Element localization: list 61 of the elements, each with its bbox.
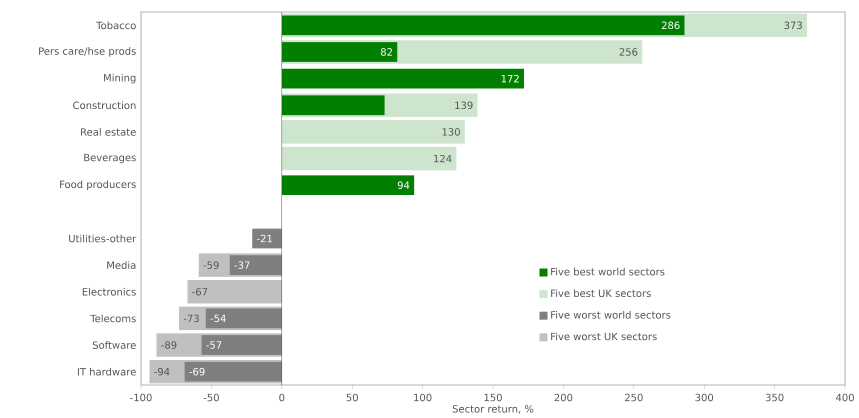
y-tick-label: Telecoms <box>90 314 136 322</box>
y-tick-label: Beverages <box>84 154 136 164</box>
x-tick-label: 300 <box>695 394 714 402</box>
x-tick-label: 400 <box>836 394 854 402</box>
x-tick-label: 250 <box>624 394 643 402</box>
x-tick-label: 150 <box>484 394 502 402</box>
data-label: -69 <box>189 368 205 376</box>
y-tick-label: Software <box>92 341 136 349</box>
y-tick-label: Utilities-other <box>69 234 136 242</box>
bar <box>282 42 398 62</box>
bar <box>282 15 684 36</box>
bar <box>282 68 524 88</box>
bar <box>202 335 282 355</box>
y-tick-label: Pers care/hse prods <box>39 47 136 57</box>
data-label: 94 <box>398 181 410 189</box>
data-label: 124 <box>434 154 452 162</box>
y-tick-label: Real estate <box>81 128 136 136</box>
x-axis-title: Sector return, % <box>452 405 534 414</box>
data-label: 130 <box>442 128 460 136</box>
data-label: -21 <box>256 234 272 242</box>
bar <box>184 362 282 382</box>
y-tick-label: IT hardware <box>78 368 136 376</box>
x-tick-label: -50 <box>204 394 219 402</box>
x-tick-label: -100 <box>130 394 152 402</box>
data-label: 172 <box>502 74 519 82</box>
y-tick-label: Mining <box>104 74 136 84</box>
y-tick-label: Tobacco <box>96 21 136 30</box>
x-tick-label: 200 <box>554 394 572 402</box>
y-tick-label: Electronics <box>82 288 136 296</box>
data-label: -67 <box>192 288 208 296</box>
y-tick-label: Media <box>107 261 136 269</box>
legend-label: Five best world sectors <box>551 268 664 276</box>
bar <box>282 175 414 196</box>
bar <box>230 255 282 275</box>
bar <box>187 280 282 304</box>
x-tick-label: 0 <box>279 394 284 402</box>
data-label: -94 <box>154 368 170 376</box>
bar <box>282 120 465 144</box>
bar <box>282 95 385 116</box>
data-label: 256 <box>620 48 638 56</box>
data-label: -73 <box>184 314 199 322</box>
data-label: -37 <box>234 261 250 269</box>
data-label: 373 <box>784 22 802 30</box>
legend-label: Five best UK sectors <box>551 289 651 298</box>
y-tick-label: Construction <box>73 101 136 110</box>
x-tick-label: 50 <box>346 394 358 402</box>
x-tick-label: 350 <box>766 394 784 402</box>
data-label: -59 <box>203 261 219 269</box>
data-label: 286 <box>662 22 680 30</box>
legend-label: Five worst UK sectors <box>551 332 657 340</box>
x-tick-label: 100 <box>414 394 432 402</box>
bar <box>252 228 282 248</box>
data-label: 82 <box>380 48 392 56</box>
data-label: -54 <box>210 314 226 322</box>
bar <box>282 146 456 170</box>
bar <box>206 308 282 328</box>
data-label: -57 <box>206 341 222 349</box>
data-label: -89 <box>161 341 176 349</box>
y-tick-label: Food producers <box>60 180 136 190</box>
data-label: 139 <box>455 101 473 110</box>
legend-label: Five worst world sectors <box>551 310 670 319</box>
